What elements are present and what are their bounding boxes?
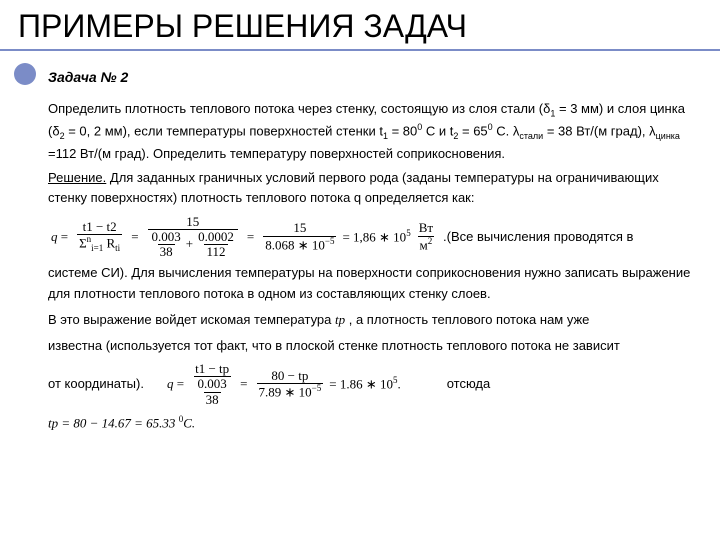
- t: 8.068 ∗ 10: [265, 237, 325, 252]
- plus: +: [186, 237, 193, 251]
- rhs: = 1.86 ∗ 105.: [329, 374, 400, 394]
- t: 7.89 ∗ 10: [259, 385, 312, 400]
- tail: .(Все вычисления проводятся в: [443, 227, 633, 247]
- frac: 15 8.068 ∗ 10−5: [263, 221, 336, 252]
- tail-text: отсюда: [447, 374, 491, 394]
- sub: i=1: [91, 243, 103, 253]
- t: = 1.86 ∗ 10: [329, 376, 393, 391]
- sup: 2: [428, 236, 433, 246]
- sup: −5: [325, 236, 335, 246]
- t: , а плотность теплового потока нам уже: [345, 312, 589, 327]
- num: 0.003: [196, 377, 229, 391]
- num: t1 − t2: [81, 220, 119, 234]
- para-3: системе СИ). Для вычисления температуры …: [48, 263, 694, 303]
- tp-var: tp: [335, 312, 345, 327]
- num: t1 − tp: [193, 362, 231, 376]
- t: q: [51, 229, 58, 244]
- den: 7.89 ∗ 10−5: [257, 383, 324, 400]
- para-4: В это выражение войдет искомая температу…: [48, 310, 694, 330]
- t: =112 Вт/(м град). Определить температуру…: [48, 146, 505, 161]
- t: = 38 Вт/(м град), λ: [543, 124, 655, 139]
- frac: 0.0002 112: [196, 230, 236, 260]
- problem-label: Задача № 2: [48, 67, 694, 89]
- sup: −5: [312, 383, 322, 393]
- num: 80 − tp: [269, 369, 310, 383]
- lead-text: от координаты).: [48, 374, 158, 394]
- frac: 15 0.003 38 + 0.0002 112: [148, 215, 238, 260]
- content-area: Задача № 2 Определить плотность тепловог…: [0, 51, 720, 433]
- t: C.: [183, 415, 195, 430]
- sub: цинка: [656, 131, 680, 141]
- frac: t1 − t2 Σni=1 Rti: [77, 220, 122, 254]
- sigma: Σ: [79, 236, 87, 251]
- den: 112: [204, 244, 227, 259]
- frac: 0.003 38: [196, 377, 229, 407]
- equals: =: [237, 374, 250, 394]
- t: = 65: [458, 124, 487, 139]
- den: м2: [418, 236, 435, 253]
- num: 15: [184, 215, 201, 229]
- den: 0.003 38: [194, 376, 231, 407]
- t: м: [420, 237, 428, 252]
- t: = 0, 2 мм), если температуры поверхносте…: [65, 124, 383, 139]
- num: 15: [291, 221, 308, 235]
- unit: Вт м2: [417, 221, 435, 252]
- den: 38: [158, 244, 175, 259]
- frac: 0.003 38: [150, 230, 183, 260]
- formula-2-row: от координаты). q = t1 − tp 0.003 38 = 8…: [48, 362, 694, 407]
- t: С и t: [422, 124, 453, 139]
- num: Вт: [417, 221, 435, 235]
- num: 0.003: [150, 230, 183, 244]
- t: Определить плотность теплового потока че…: [48, 101, 550, 116]
- equals: =: [244, 227, 257, 247]
- sup: 5: [406, 228, 411, 238]
- page-title: ПРИМЕРЫ РЕШЕНИЯ ЗАДАЧ: [0, 0, 720, 51]
- frac: t1 − tp 0.003 38: [193, 362, 231, 407]
- rhs: = 1,86 ∗ 105: [342, 227, 410, 247]
- problem-text: Определить плотность теплового потока че…: [48, 99, 694, 165]
- accent-bullet: [14, 63, 36, 85]
- sub: ti: [115, 243, 120, 253]
- num: 0.0002: [196, 230, 236, 244]
- t: Для заданных граничных условий первого р…: [48, 170, 659, 205]
- t: R: [103, 236, 115, 251]
- var-q: q =: [48, 227, 71, 247]
- frac: 80 − tp 7.89 ∗ 10−5: [257, 369, 324, 400]
- t: = 1,86 ∗ 10: [342, 229, 406, 244]
- t: = 80: [388, 124, 417, 139]
- sub: стали: [519, 131, 543, 141]
- solution-label: Решение.: [48, 170, 106, 185]
- den: Σni=1 Rti: [77, 234, 122, 254]
- final-answer: tp = 80 − 14.67 = 65.33 0C.: [48, 413, 694, 433]
- solution-text: Решение. Для заданных граничных условий …: [48, 168, 694, 208]
- t: tp = 80 − 14.67 = 65.33: [48, 415, 179, 430]
- sup: 5: [393, 375, 398, 385]
- para-5: известна (используется тот факт, что в п…: [48, 336, 694, 356]
- den: 38: [204, 392, 221, 407]
- den: 8.068 ∗ 10−5: [263, 236, 336, 253]
- var-q: q =: [164, 374, 187, 394]
- t: В это выражение войдет искомая температу…: [48, 312, 335, 327]
- formula-1: q = t1 − t2 Σni=1 Rti = 15 0.003 38 + 0.…: [48, 215, 694, 260]
- equals: =: [128, 227, 141, 247]
- t: С. λ: [493, 124, 520, 139]
- den: 0.003 38 + 0.0002 112: [148, 229, 238, 260]
- t: q: [167, 376, 174, 391]
